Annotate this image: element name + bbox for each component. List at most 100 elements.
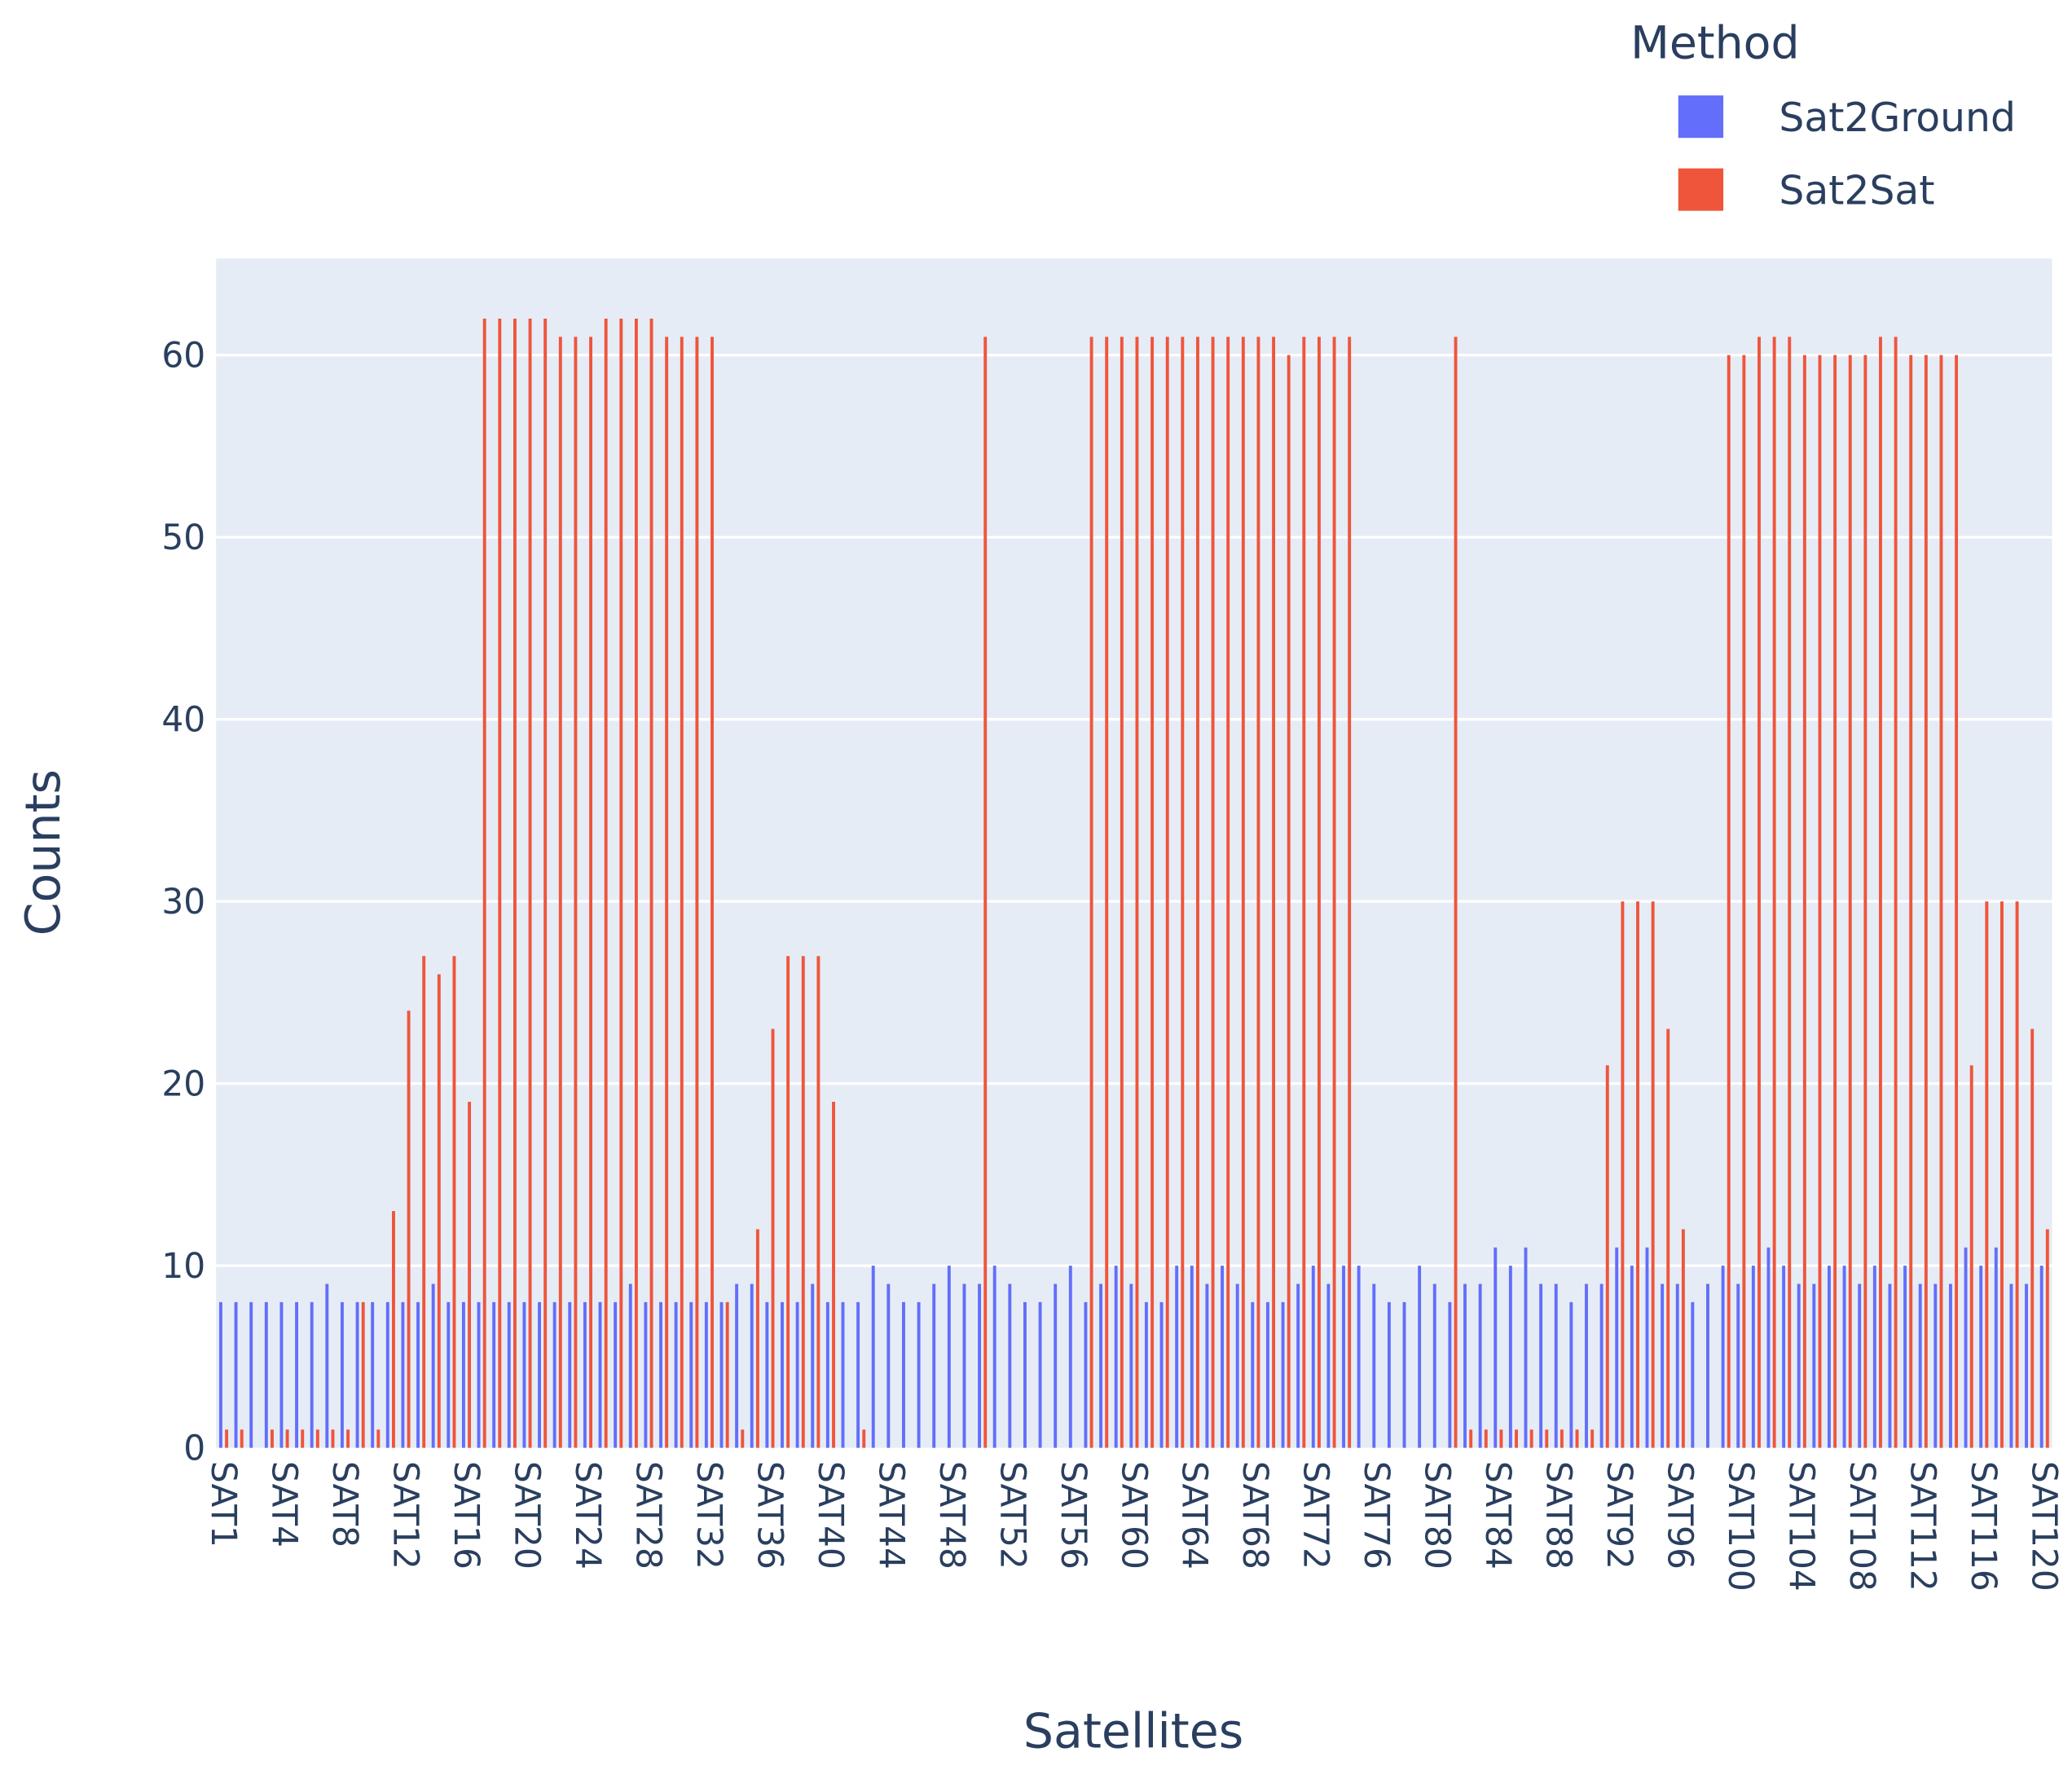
bar <box>376 1429 381 1448</box>
bar <box>1772 337 1776 1448</box>
bar <box>1068 1266 1072 1448</box>
bar <box>498 319 502 1448</box>
x-tick-label: SAT68 <box>1235 1461 1275 1570</box>
bar <box>962 1283 966 1448</box>
bar <box>392 1211 395 1448</box>
bar <box>978 1283 982 1448</box>
bar <box>1008 1283 1012 1448</box>
bar <box>1272 337 1276 1448</box>
bar <box>932 1283 936 1448</box>
bar <box>589 337 593 1448</box>
bar <box>1903 1266 1907 1448</box>
bar <box>1621 901 1625 1448</box>
bar <box>1736 1283 1740 1448</box>
bar <box>513 319 517 1448</box>
bar <box>1879 337 1882 1448</box>
bar <box>1311 1266 1315 1448</box>
bar <box>947 1266 951 1448</box>
bar <box>1190 1266 1194 1448</box>
bar <box>401 1301 405 1448</box>
bar <box>644 1301 648 1448</box>
x-tick-label: SAT104 <box>1782 1461 1822 1592</box>
legend-label: Sat2Sat <box>1779 168 1934 214</box>
y-tick-label: 60 <box>161 335 205 375</box>
x-tick-label: SAT12 <box>385 1461 425 1570</box>
bar <box>1939 354 1943 1448</box>
bar <box>1357 1266 1361 1448</box>
bar <box>1797 1283 1801 1448</box>
x-tick-label: SAT96 <box>1661 1461 1700 1570</box>
bar <box>1994 1247 1998 1448</box>
bar <box>1888 1283 1892 1448</box>
bar <box>331 1429 335 1448</box>
bar <box>1802 354 1806 1448</box>
legend-swatch <box>1678 95 1724 139</box>
bar <box>1402 1301 1406 1448</box>
bar <box>1661 1283 1665 1448</box>
bar <box>279 1301 284 1448</box>
bar <box>437 974 441 1448</box>
bar <box>689 1301 693 1448</box>
bar <box>1812 1283 1816 1448</box>
bar <box>832 1102 835 1448</box>
bar <box>771 1028 775 1448</box>
bar <box>1099 1283 1103 1448</box>
bar <box>1221 1266 1225 1448</box>
bar <box>1342 1266 1345 1448</box>
bar <box>1691 1301 1695 1448</box>
bar <box>422 956 426 1448</box>
bar <box>1054 1283 1058 1448</box>
bar <box>704 1301 708 1448</box>
bar <box>574 337 578 1448</box>
bar <box>1615 1247 1619 1448</box>
bar <box>917 1301 921 1448</box>
bar <box>1818 354 1822 1448</box>
bar <box>543 319 548 1448</box>
bar <box>1605 1065 1609 1448</box>
bar <box>558 337 562 1448</box>
bar <box>1766 1247 1771 1448</box>
bar <box>598 1301 602 1448</box>
bar <box>1165 337 1169 1448</box>
bar <box>583 1301 587 1448</box>
x-tick-label: SAT112 <box>1903 1461 1943 1592</box>
bar <box>1828 1266 1831 1448</box>
bar <box>325 1283 329 1448</box>
bar <box>219 1301 222 1448</box>
bar <box>1469 1429 1473 1448</box>
bar <box>1448 1301 1452 1448</box>
bar <box>1211 337 1215 1448</box>
bar <box>2025 1283 2029 1448</box>
bar <box>264 1301 268 1448</box>
bar <box>825 1301 829 1448</box>
bar <box>1599 1283 1603 1448</box>
bar <box>1559 1429 1564 1448</box>
bar <box>1636 901 1639 1448</box>
bar <box>1529 1429 1533 1448</box>
bar <box>1918 1283 1922 1448</box>
x-tick-label: SAT36 <box>750 1461 790 1570</box>
bar <box>1524 1247 1528 1448</box>
bar <box>665 337 669 1448</box>
bar <box>1569 1301 1573 1448</box>
x-tick-label: SAT4 <box>264 1461 304 1548</box>
bar <box>371 1301 375 1448</box>
bar <box>1833 354 1837 1448</box>
bar <box>2015 901 2019 1448</box>
legend-swatch <box>1678 168 1724 211</box>
bar <box>295 1301 299 1448</box>
bar <box>340 1301 344 1448</box>
bar <box>1256 337 1260 1448</box>
bar <box>811 1283 815 1448</box>
x-tick-label: SAT28 <box>628 1461 668 1570</box>
bar <box>1590 1429 1595 1448</box>
bar <box>1159 1301 1164 1448</box>
bar <box>1933 1283 1938 1448</box>
bar <box>1782 1266 1786 1448</box>
bar <box>1630 1266 1634 1448</box>
x-tick-label: SAT64 <box>1175 1461 1215 1570</box>
y-tick-label: 20 <box>161 1063 205 1103</box>
bar <box>355 1301 359 1448</box>
bar <box>1494 1247 1498 1448</box>
